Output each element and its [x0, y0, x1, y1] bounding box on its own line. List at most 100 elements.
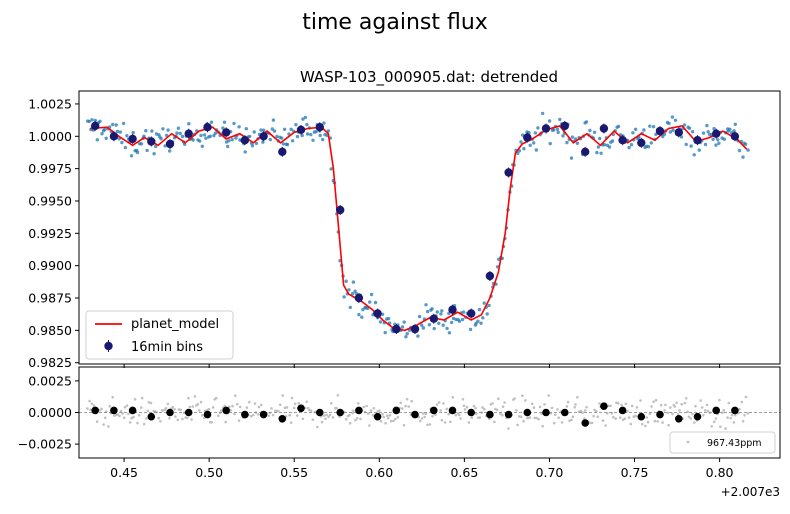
residual-raw-point	[174, 415, 177, 418]
raw-flux-point	[437, 321, 441, 325]
bin-point	[693, 136, 702, 145]
residual-raw-point	[604, 424, 607, 427]
raw-flux-point	[717, 141, 721, 145]
residual-raw-point	[656, 420, 659, 423]
residual-raw-point	[519, 415, 523, 419]
bin-point	[467, 309, 476, 318]
residual-raw-point	[354, 418, 357, 422]
raw-flux-point	[270, 127, 274, 131]
binned-residual-point	[147, 412, 156, 421]
binned-residual-point	[373, 412, 382, 421]
residual-raw-point	[335, 406, 338, 410]
binned-residual-point	[523, 408, 532, 417]
residual-raw-point	[228, 405, 231, 409]
bin-point	[674, 128, 683, 137]
raw-flux-point	[202, 133, 207, 137]
raw-flux-point	[344, 279, 348, 283]
raw-flux-point	[400, 325, 405, 329]
raw-flux-point	[703, 142, 708, 147]
legend-residual-label: 967.43ppm	[707, 438, 762, 449]
residual-raw-point	[420, 417, 424, 420]
residual-raw-point	[459, 417, 462, 420]
raw-flux-point	[420, 323, 424, 327]
residual-raw-point	[746, 412, 750, 415]
residual-raw-point	[543, 403, 546, 406]
residual-raw-point	[149, 401, 153, 405]
residual-raw-point	[673, 405, 677, 408]
bin-point	[637, 138, 646, 147]
residual-raw-point	[644, 424, 647, 428]
residual-raw-point	[710, 425, 713, 428]
residual-raw-point	[125, 404, 129, 407]
bin-point	[392, 324, 401, 334]
bin-point	[448, 305, 457, 314]
raw-flux-point	[460, 317, 465, 322]
residual-raw-point	[233, 412, 236, 416]
raw-flux-point	[222, 120, 227, 124]
raw-flux-point	[125, 134, 129, 138]
residual-raw-point	[743, 414, 746, 417]
residual-raw-point	[382, 415, 386, 419]
raw-flux-point	[421, 326, 426, 330]
residual-raw-point	[220, 409, 223, 412]
residual-raw-point	[238, 405, 242, 409]
raw-flux-point	[598, 136, 602, 141]
binned-residual-point	[486, 410, 494, 419]
residual-raw-point	[463, 408, 467, 411]
residual-raw-point	[478, 416, 482, 419]
raw-flux-point	[305, 122, 309, 127]
residual-raw-point	[147, 401, 151, 404]
flux-legend: planet_model 16min bins	[85, 310, 234, 360]
residual-raw-point	[576, 396, 579, 399]
raw-flux-point	[314, 130, 318, 134]
residual-raw-point	[127, 412, 130, 416]
residual-raw-point	[410, 399, 414, 403]
raw-flux-point	[226, 144, 230, 149]
binned-residual-point	[542, 408, 550, 417]
residual-raw-point	[320, 420, 324, 424]
raw-flux-point	[321, 137, 325, 142]
residual-raw-point	[474, 406, 477, 410]
residual-raw-point	[435, 403, 439, 406]
residual-raw-point	[650, 405, 653, 408]
raw-flux-point	[737, 148, 742, 153]
residual-raw-point	[285, 406, 289, 409]
residual-raw-point	[457, 413, 461, 417]
residual-raw-point	[601, 419, 605, 422]
residual-raw-point	[316, 425, 319, 429]
flux-panel-frame	[78, 90, 781, 365]
raw-flux-point	[175, 131, 179, 135]
raw-flux-point	[204, 136, 208, 140]
bin-point	[504, 168, 513, 177]
flux-legend-box	[85, 310, 234, 360]
raw-flux-point	[198, 139, 202, 143]
raw-flux-point	[145, 148, 149, 153]
raw-flux-point	[90, 118, 94, 122]
residual-raw-point	[694, 404, 697, 408]
raw-flux-point	[282, 127, 287, 131]
residual-raw-point	[596, 415, 600, 419]
residual-raw-point	[641, 422, 644, 426]
residual-raw-point	[392, 419, 395, 423]
raw-flux-point	[558, 117, 562, 122]
residual-raw-point	[89, 408, 92, 412]
raw-flux-point	[168, 149, 172, 153]
residual-raw-point	[497, 397, 500, 401]
residual-raw-point	[348, 413, 351, 417]
residual-raw-point	[216, 414, 220, 418]
raw-flux-point	[646, 145, 651, 149]
residual-raw-point	[461, 398, 465, 401]
residual-raw-point	[423, 415, 427, 419]
residual-raw-point	[730, 413, 734, 417]
raw-flux-point	[290, 139, 295, 143]
raw-flux-point	[468, 327, 473, 332]
residual-raw-point	[664, 403, 667, 407]
residual-raw-point	[584, 409, 587, 412]
raw-flux-point	[281, 142, 286, 146]
raw-flux-point	[378, 320, 383, 324]
residual-raw-point	[738, 407, 741, 411]
raw-flux-point	[548, 141, 552, 146]
residual-raw-point	[198, 409, 201, 412]
residual-raw-point	[187, 396, 190, 400]
raw-flux-point	[301, 117, 305, 121]
